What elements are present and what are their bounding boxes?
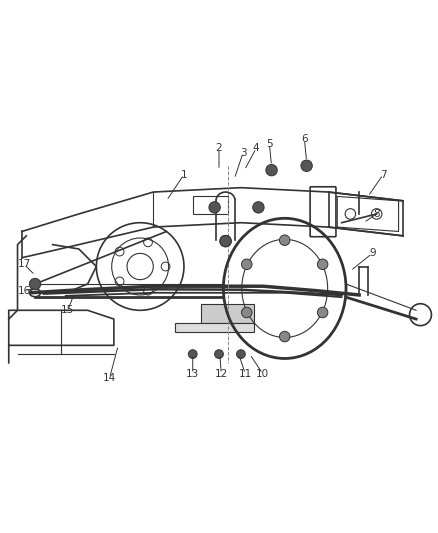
Circle shape xyxy=(241,259,252,270)
Text: 5: 5 xyxy=(266,139,273,149)
Polygon shape xyxy=(175,324,254,332)
Circle shape xyxy=(237,350,245,359)
Polygon shape xyxy=(201,304,254,324)
Circle shape xyxy=(253,201,264,213)
Circle shape xyxy=(279,235,290,246)
Circle shape xyxy=(188,350,197,359)
Text: 1: 1 xyxy=(180,169,187,180)
Text: 17: 17 xyxy=(18,260,31,269)
Circle shape xyxy=(301,160,312,172)
Text: 7: 7 xyxy=(380,169,387,180)
Text: 8: 8 xyxy=(373,209,380,219)
Circle shape xyxy=(220,236,231,247)
Text: 15: 15 xyxy=(61,305,74,316)
Circle shape xyxy=(318,307,328,318)
Circle shape xyxy=(220,236,231,247)
Text: 10: 10 xyxy=(256,369,269,379)
Text: 9: 9 xyxy=(369,248,376,259)
Circle shape xyxy=(241,307,252,318)
Text: 11: 11 xyxy=(239,369,252,379)
Circle shape xyxy=(29,278,41,290)
Text: 16: 16 xyxy=(18,286,31,296)
Text: 6: 6 xyxy=(301,134,308,144)
Circle shape xyxy=(318,259,328,270)
Circle shape xyxy=(209,201,220,213)
Text: 14: 14 xyxy=(103,373,116,383)
Circle shape xyxy=(266,165,277,176)
Circle shape xyxy=(215,350,223,359)
Text: 3: 3 xyxy=(240,148,247,158)
Circle shape xyxy=(279,332,290,342)
Text: 2: 2 xyxy=(215,143,223,154)
Text: 13: 13 xyxy=(186,369,199,379)
Text: 12: 12 xyxy=(215,369,228,379)
Text: 4: 4 xyxy=(253,143,260,154)
